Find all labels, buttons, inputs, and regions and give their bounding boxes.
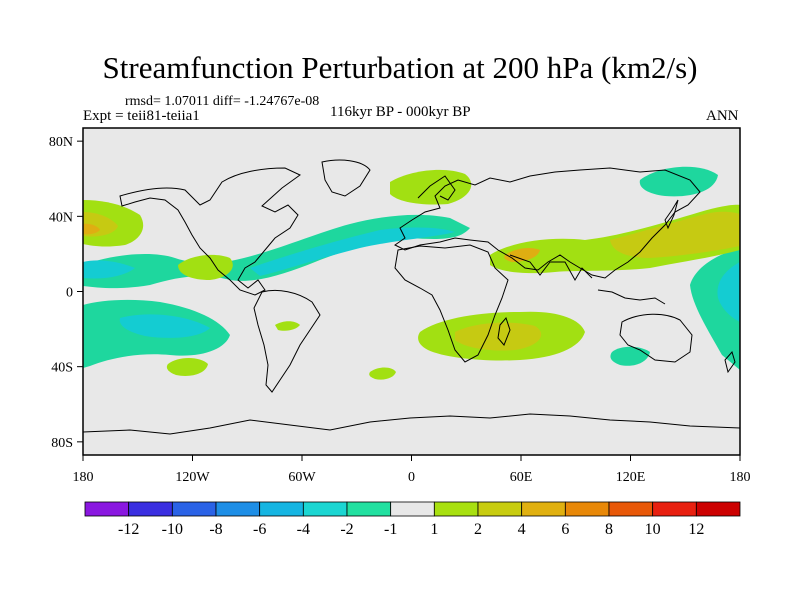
lon-tick-label: 180 xyxy=(73,470,94,485)
colorbar-label: 12 xyxy=(688,521,704,538)
colorbar-label: -1 xyxy=(384,521,397,538)
colorbar-label: 2 xyxy=(474,521,482,538)
colorbar-swatch xyxy=(608,501,654,517)
colorbar-swatch xyxy=(171,501,217,517)
contour-region-neg xyxy=(83,260,135,279)
colorbar-swatch xyxy=(84,501,130,517)
colorbar-swatch xyxy=(433,501,479,517)
longitude-axis: 180 120W 60W 0 60E 120E 180 xyxy=(73,455,751,485)
coastline-layer xyxy=(83,159,740,435)
colorbar-swatch xyxy=(652,501,697,517)
contour-region-pos xyxy=(610,211,740,258)
experiment-label: Expt = teii81-teiia1 xyxy=(83,108,200,124)
lat-tick-label: 80S xyxy=(51,436,73,451)
contour-region-pos xyxy=(83,223,100,235)
coastline-south-asia xyxy=(509,254,593,282)
contour-fill-layer xyxy=(83,166,740,380)
lat-tick-label: 0 xyxy=(66,286,73,301)
coastline-scandinavia xyxy=(417,175,456,201)
latitude-axis: 80N 40N 0 40S 80S xyxy=(49,135,83,451)
coastline-madagascar xyxy=(497,317,511,346)
coastline-antarctica xyxy=(83,413,740,435)
contour-region-neg xyxy=(610,346,650,366)
colorbar-label: -6 xyxy=(253,521,266,538)
colorbar-label: -8 xyxy=(209,521,222,538)
colorbar-label: -10 xyxy=(162,521,183,538)
colorbar-swatch xyxy=(564,501,610,517)
colorbar-label: -4 xyxy=(297,521,310,538)
colorbar: -12 -10 -8 -6 -4 -2 -1 1 2 4 6 8 10 12 xyxy=(84,501,741,538)
coastline-new-zealand xyxy=(724,350,736,374)
contour-region-pos xyxy=(275,321,300,331)
lat-tick-label: 80N xyxy=(49,135,73,150)
stats-label: rmsd= 1.07011 diff= -1.24767e-08 xyxy=(125,94,320,109)
contour-region-neg xyxy=(250,227,455,276)
coastline-north-america xyxy=(119,167,301,296)
contour-region-neg xyxy=(119,314,210,338)
colorbar-label: 6 xyxy=(561,521,569,538)
colorbar-label: 1 xyxy=(430,521,438,538)
colorbar-swatch xyxy=(215,501,261,517)
colorbar-swatch xyxy=(302,501,348,517)
contour-region-neg xyxy=(639,166,718,197)
lat-tick-label: 40S xyxy=(51,361,73,376)
colorbar-swatch xyxy=(346,501,392,517)
lon-tick-label: 60W xyxy=(288,470,316,485)
colorbar-label: 10 xyxy=(645,521,661,538)
colorbar-label: -2 xyxy=(340,521,353,538)
colorbar-label: 8 xyxy=(605,521,613,538)
colorbar-swatch xyxy=(477,501,523,517)
contour-region-pos xyxy=(369,367,396,380)
lat-tick-label: 40N xyxy=(49,210,73,225)
colorbar-swatch xyxy=(390,501,435,517)
coastline-south-america xyxy=(253,289,321,393)
lon-tick-label: 120E xyxy=(616,470,646,485)
period-label: 116kyr BP - 000kyr BP xyxy=(330,104,471,120)
colorbar-swatch xyxy=(128,501,173,517)
coastline-greenland xyxy=(321,159,371,197)
lon-tick-label: 120W xyxy=(175,470,210,485)
lon-tick-label: 0 xyxy=(408,470,415,485)
map-title: Streamfunction Perturbation at 200 hPa (… xyxy=(102,50,698,85)
coastline-indonesia xyxy=(597,289,666,305)
coastline-japan xyxy=(664,199,679,230)
coastline-eurasia xyxy=(394,167,701,279)
lon-tick-label: 60E xyxy=(510,470,533,485)
coastline-australia xyxy=(619,313,693,363)
season-label: ANN xyxy=(706,108,739,124)
colorbar-swatch xyxy=(259,501,304,517)
contour-region-pos xyxy=(166,358,208,376)
contour-region-neg xyxy=(717,262,740,322)
coastline-africa xyxy=(394,244,509,363)
colorbar-swatch xyxy=(695,501,741,517)
colorbar-label: -12 xyxy=(118,521,139,538)
lon-tick-label: 180 xyxy=(730,470,751,485)
contour-region-pos xyxy=(178,254,233,280)
colorbar-swatch xyxy=(521,501,566,517)
colorbar-label: 4 xyxy=(518,521,526,538)
